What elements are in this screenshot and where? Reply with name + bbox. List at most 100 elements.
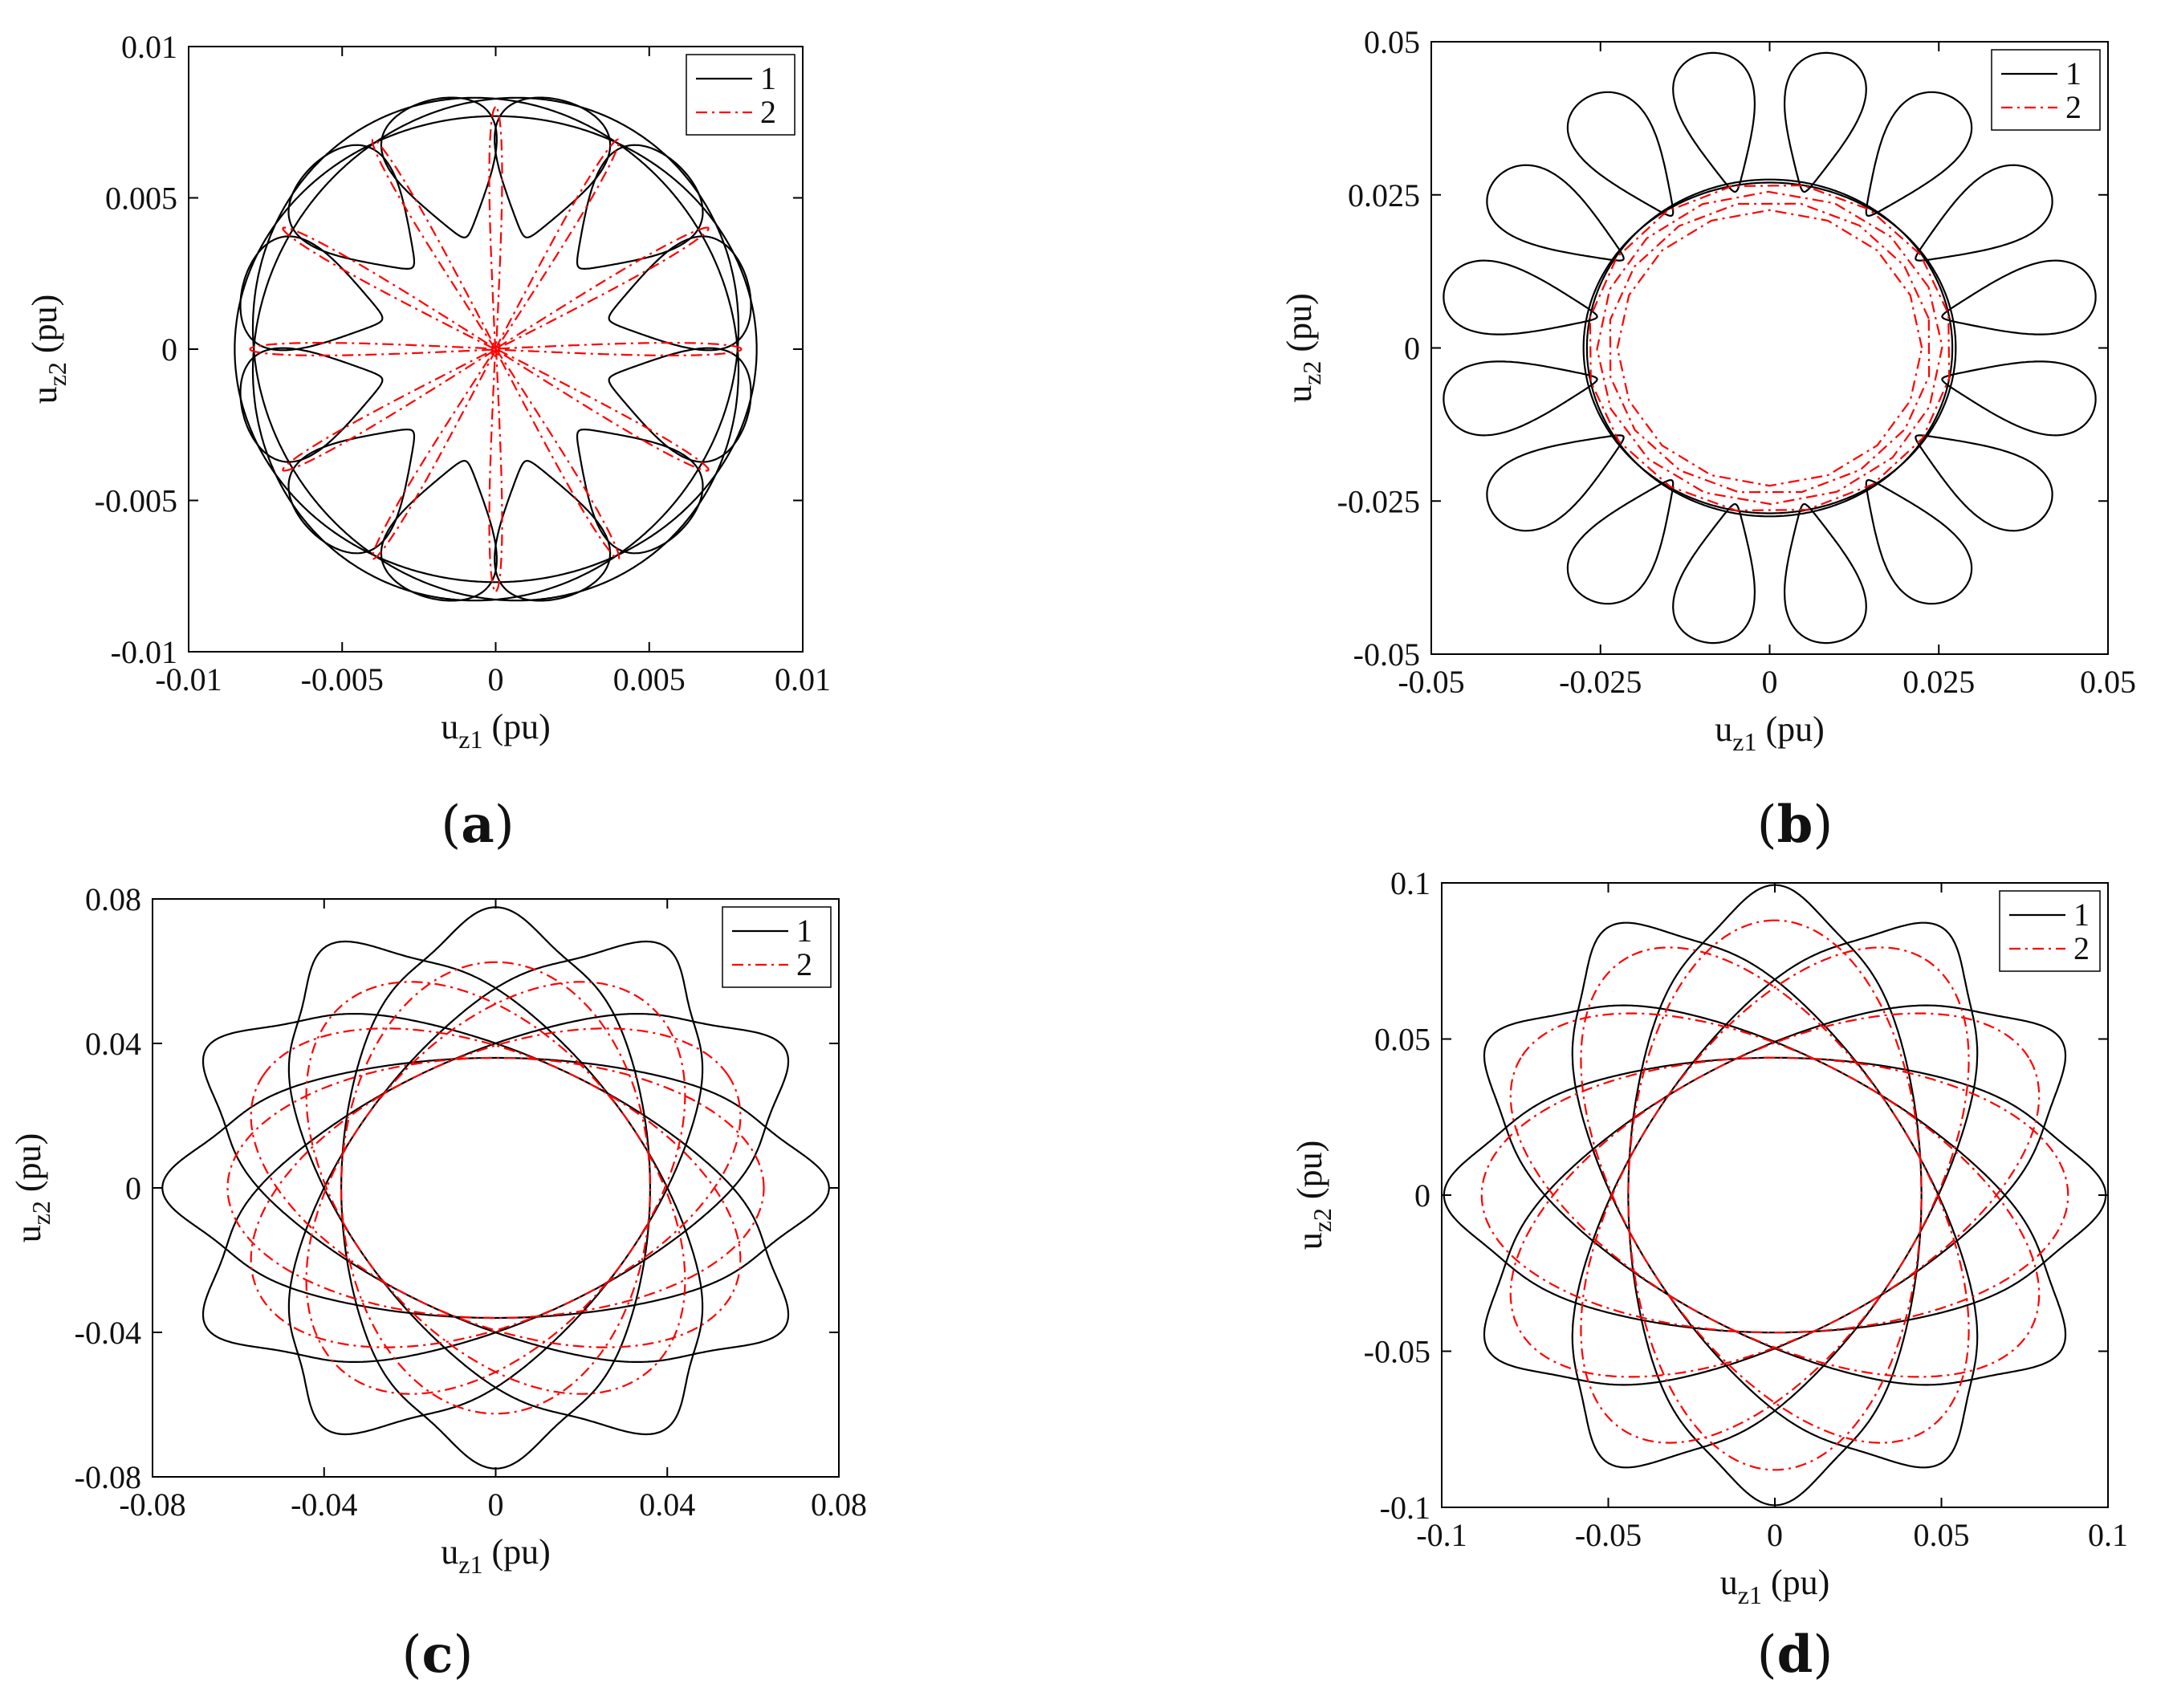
series-1-curve	[201, 1013, 790, 1363]
x-tick-label: 0.1	[2088, 1517, 2128, 1553]
series-2-curve	[494, 138, 621, 351]
legend-label-2: 2	[796, 946, 812, 982]
series-1-curve	[494, 96, 612, 239]
series-1-curve	[1582, 181, 1957, 514]
series-1-curve	[1483, 1004, 2067, 1386]
series-1-curve	[161, 1056, 830, 1320]
y-tick-label: 0.08	[85, 881, 141, 917]
x-axis-label: uz1 (pu)	[1715, 710, 1825, 756]
series-1-curve	[340, 906, 651, 1470]
x-tick-label: -0.005	[301, 661, 384, 697]
series-1-curve	[1915, 164, 2053, 262]
x-tick-label: -0.08	[119, 1486, 185, 1523]
plot-frame	[1441, 882, 2109, 1508]
series-1-curve	[576, 144, 704, 270]
legend-label-2: 2	[2065, 89, 2082, 125]
series-1-curve	[1566, 479, 1675, 605]
chart-svg-c: -0.08 -0.04 0 0.04 0.08 -0.08 -0.04 0 0.04 0.08 uz…	[9, 881, 867, 1579]
plot-curves	[1443, 884, 2107, 1507]
series-1-curve	[494, 459, 612, 602]
y-tick-label: 0.05	[1364, 24, 1420, 60]
series-1-curve	[251, 96, 740, 602]
y-tick-label: 0	[161, 331, 177, 368]
series-2-curve	[1580, 946, 1970, 1444]
series-1-curve	[1486, 434, 1625, 532]
series-2-curve	[305, 981, 686, 1395]
series-1-curve	[608, 235, 752, 352]
series-2-curve	[249, 342, 498, 356]
series-1-curve	[1784, 502, 1867, 645]
series-1-curve	[234, 115, 758, 584]
legend-label-2: 2	[760, 94, 776, 130]
x-tick-label: -0.01	[155, 661, 222, 697]
series-1-curve	[380, 459, 498, 602]
series-2-curve	[282, 348, 497, 472]
x-tick-label: 0.025	[1902, 664, 1975, 700]
legend: 12	[1999, 890, 2101, 972]
series-1-curve	[1566, 91, 1675, 217]
series-2-curve	[1596, 190, 1943, 506]
legend: 12	[686, 54, 796, 136]
x-tick-label: 0	[1767, 1517, 1783, 1553]
plot-curves	[1443, 51, 2097, 645]
x-tick-label: 0	[488, 1486, 504, 1523]
series-1-curve	[1443, 1056, 2107, 1334]
series-1-curve	[1443, 259, 1598, 336]
series-2-curve	[371, 348, 497, 560]
x-tick-label: -0.05	[1398, 664, 1464, 700]
chart-svg-a: -0.01 -0.005 0 0.005 0.01 -0.01 -0.005 0 0.005 0.…	[25, 29, 831, 754]
chart-panel-a: -0.01 -0.005 0 0.005 0.01 -0.01 -0.005 0 0.005 0.…	[0, 0, 1084, 855]
y-tick-label: 0	[1414, 1177, 1430, 1214]
chart-svg-b: -0.05 -0.025 0 0.025 0.05 -0.05 -0.025 0 0.025 0.…	[1280, 24, 2136, 756]
legend-label-1: 1	[796, 913, 812, 949]
y-axis-label: uz2 (pu)	[25, 295, 71, 405]
series-1-curve	[239, 235, 384, 352]
chart-panel-d: -0.1 -0.05 0 0.05 0.1 -0.1 -0.05 0 0.05 0.1 uz1 (p…	[1084, 854, 2169, 1708]
x-tick-label: 0.05	[1914, 1517, 1970, 1553]
x-tick-label: 0	[488, 661, 504, 697]
y-tick-label: 0	[1404, 331, 1420, 367]
y-tick-label: 0.01	[121, 29, 177, 65]
series-1-curve	[287, 940, 704, 1436]
y-tick-label: 0.025	[1348, 177, 1420, 214]
series-2-curve	[1589, 184, 1951, 512]
series-1-curve	[1443, 360, 1598, 437]
legend-label-1: 1	[2073, 897, 2090, 933]
legend-label-2: 2	[2073, 930, 2090, 966]
y-tick-label: 0.1	[1390, 865, 1430, 901]
series-2-curve	[494, 348, 621, 560]
series-1-curve	[608, 347, 752, 463]
series-1-curve	[1865, 91, 1973, 217]
series-2-curve	[494, 226, 710, 351]
series-2-curve	[1616, 209, 1923, 487]
x-tick-label: 0	[1762, 664, 1778, 700]
series-1-curve	[1486, 164, 1625, 262]
series-2-curve	[488, 348, 503, 592]
series-1-curve	[1941, 259, 2097, 336]
x-tick-label: -0.1	[1416, 1517, 1467, 1553]
x-tick-label: -0.025	[1559, 664, 1642, 700]
y-axis-label: uz2 (pu)	[9, 1133, 55, 1243]
chart-svg-d: -0.1 -0.05 0 0.05 0.1 -0.1 -0.05 0 0.05 0.1 uz1 (p…	[1290, 865, 2128, 1609]
series-1-curve	[1672, 51, 1756, 193]
x-tick-label: 0.04	[639, 1486, 695, 1523]
y-tick-label: -0.04	[75, 1315, 141, 1351]
series-2-curve	[250, 1027, 742, 1348]
series-2-curve	[340, 961, 651, 1415]
x-tick-label: -0.04	[291, 1486, 357, 1523]
series-2-curve	[1509, 1012, 2041, 1378]
series-1-curve	[1571, 921, 1979, 1469]
plot-curves	[234, 96, 758, 602]
y-axis-label: uz2 (pu)	[1290, 1141, 1337, 1250]
series-1-curve	[576, 429, 704, 555]
x-axis-label: uz1 (pu)	[441, 1532, 551, 1579]
series-2-curve	[1580, 946, 1970, 1444]
series-1-curve	[1627, 884, 1923, 1507]
legend-label-1: 1	[760, 60, 776, 96]
series-1-curve	[1672, 502, 1756, 645]
x-axis-label: uz1 (pu)	[441, 707, 551, 754]
y-tick-label: 0.04	[85, 1026, 141, 1062]
series-1-curve	[1571, 921, 1979, 1469]
x-axis-label: uz1 (pu)	[1720, 1563, 1830, 1609]
series-1-curve	[1585, 178, 1954, 518]
